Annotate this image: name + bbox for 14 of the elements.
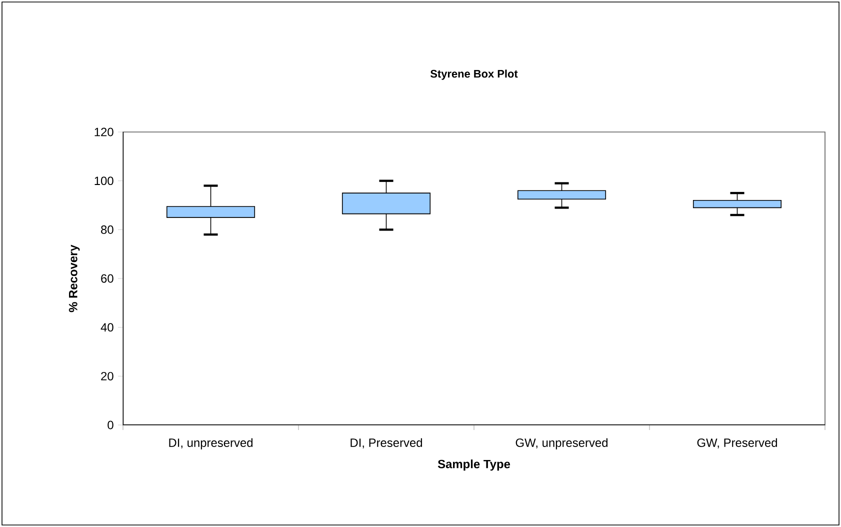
y-tick-label: 60 [101,274,114,283]
x-tick-label: GW, unpreserved [516,438,608,450]
y-tick-label: 20 [101,372,114,380]
y-tick-label: 40 [100,323,114,332]
chart-title: Styrene Box Plot [430,70,518,80]
y-tick-label: 120 [94,128,114,136]
x-tick-label: DI, Preserved [350,438,422,448]
y-tick-label: 80 [101,225,114,234]
y-axis-title: % Recovery [68,244,80,312]
y-tick-label: 100 [94,176,114,186]
y-tick-label: 0 [108,420,114,430]
x-tick-label: GW, Preserved [697,438,777,448]
x-axis-title: Sample Type [438,460,510,471]
x-tick-label: DI, unpreserved [169,438,252,450]
